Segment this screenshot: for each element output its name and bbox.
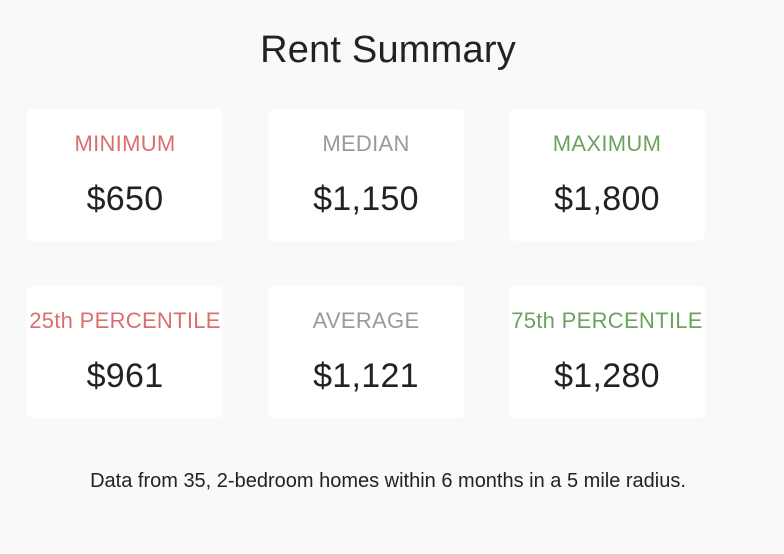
stat-card-minimum: MINIMUM $650 xyxy=(27,109,223,241)
stat-value-75th-percentile: $1,280 xyxy=(554,357,660,395)
stat-label-average: AVERAGE xyxy=(312,308,420,333)
stat-label-minimum: MINIMUM xyxy=(74,131,176,156)
stat-label-25th-percentile: 25th PERCENTILE xyxy=(29,308,221,333)
stat-value-median: $1,150 xyxy=(313,180,419,218)
data-source-footnote: Data from 35, 2-bedroom homes within 6 m… xyxy=(90,470,686,492)
stat-value-maximum: $1,800 xyxy=(554,180,660,218)
stat-label-75th-percentile: 75th PERCENTILE xyxy=(511,308,703,333)
stat-value-minimum: $650 xyxy=(86,180,164,218)
stat-label-median: MEDIAN xyxy=(322,131,410,156)
stat-card-average: AVERAGE $1,121 xyxy=(268,286,464,418)
stat-card-median: MEDIAN $1,150 xyxy=(268,109,464,241)
stat-value-25th-percentile: $961 xyxy=(86,357,164,395)
stat-card-75th-percentile: 75th PERCENTILE $1,280 xyxy=(509,286,705,418)
stat-card-25th-percentile: 25th PERCENTILE $961 xyxy=(27,286,223,418)
stat-value-average: $1,121 xyxy=(313,357,419,395)
stat-label-maximum: MAXIMUM xyxy=(552,131,662,156)
stat-card-maximum: MAXIMUM $1,800 xyxy=(509,109,705,241)
page-title: Rent Summary xyxy=(260,29,516,71)
